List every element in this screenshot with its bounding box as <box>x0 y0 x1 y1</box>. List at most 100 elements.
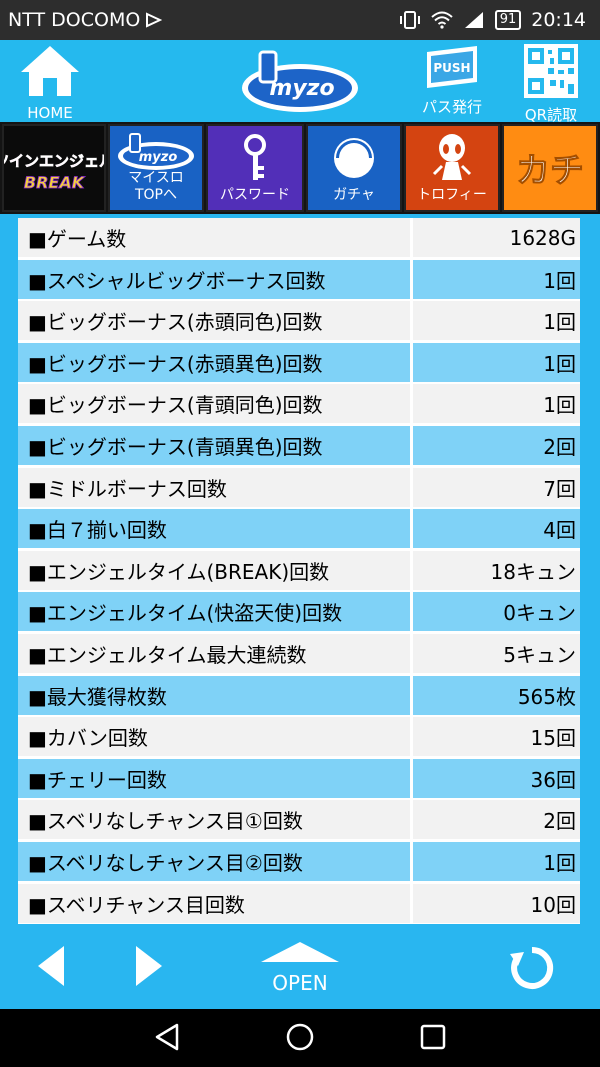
stat-value: 1回 <box>413 841 580 881</box>
qr-read-button[interactable]: QR読取 <box>514 44 588 125</box>
myslo-logo-text: myzo <box>139 150 178 165</box>
stat-label: ■チェリー回数 <box>18 758 410 798</box>
nav-home-icon[interactable] <box>286 1023 314 1051</box>
myslo-logo-icon: myzo <box>118 133 194 170</box>
trophy-label: トロフィー <box>417 187 487 203</box>
stats-table[interactable]: ■ゲーム数 1628G ■スペシャルビッグボーナス回数 1回 ■ビッグボーナス(赤頭同色… <box>18 218 580 924</box>
stat-value: 1回 <box>413 384 580 424</box>
twin-angel-logo-icon: ツインエンジェル BREAK <box>0 152 114 193</box>
trophy-button[interactable]: トロフィー <box>404 124 500 212</box>
kachi-button[interactable]: カチ <box>502 124 598 212</box>
vibrate-icon <box>399 11 420 29</box>
stat-row: ■スペシャルビッグボーナス回数 1回 <box>18 259 580 299</box>
svg-text:BREAK: BREAK <box>24 173 86 192</box>
stat-row: ■ビッグボーナス(赤頭異色)回数 1回 <box>18 342 580 382</box>
stat-label: ■ビッグボーナス(赤頭異色)回数 <box>18 342 410 382</box>
stat-row: ■エンジェルタイム(BREAK)回数 18キュン <box>18 550 580 590</box>
stat-value: 15回 <box>413 717 580 757</box>
signal-off-icon <box>146 12 163 28</box>
back-arrow-icon[interactable] <box>34 944 68 988</box>
wifi-icon <box>431 11 453 29</box>
kachi-text: カチ <box>516 151 584 191</box>
capsule-icon <box>334 138 374 178</box>
stat-value: 0キュン <box>413 592 580 632</box>
nav-recents-icon[interactable] <box>420 1024 446 1050</box>
status-bar: NTT DOCOMO 91 20:14 <box>0 0 600 40</box>
gacha-button[interactable]: ガチャ <box>306 124 402 212</box>
stat-value: 18キュン <box>413 550 580 590</box>
cell-signal-icon <box>464 12 483 28</box>
qr-label: QR読取 <box>524 106 578 124</box>
app-header: HOME myzo PUSH パス発行 QR読取 <box>0 40 600 125</box>
stat-row: ■チェリー回数 36回 <box>18 758 580 798</box>
stat-label: ■エンジェルタイム(BREAK)回数 <box>18 550 410 590</box>
stat-label: ■ゲーム数 <box>18 218 410 257</box>
stat-label: ■ミドルボーナス回数 <box>18 467 410 507</box>
stat-row: ■ビッグボーナス(青頭異色)回数 2回 <box>18 425 580 465</box>
stat-value: 1回 <box>413 301 580 341</box>
menu-bar: ツインエンジェル BREAK myzo マイスロ TOPへ パスワード ガチャ <box>0 122 600 214</box>
alien-icon <box>432 134 472 180</box>
kachi-logo-icon: カチ <box>516 151 585 192</box>
stat-row: ■スベリなしチャンス目②回数 1回 <box>18 841 580 881</box>
stat-label: ■エンジェルタイム最大連続数 <box>18 633 410 673</box>
forward-arrow-icon[interactable] <box>132 944 166 988</box>
stat-label: ■スペシャルビッグボーナス回数 <box>18 259 410 299</box>
stat-label: ■最大獲得枚数 <box>18 675 410 715</box>
key-icon <box>244 134 266 180</box>
stat-row: ■ミドルボーナス回数 7回 <box>18 467 580 507</box>
stat-label: ■白７揃い回数 <box>18 509 410 549</box>
stat-label: ■エンジェルタイム(快盗天使)回数 <box>18 592 410 632</box>
stat-value: 1回 <box>413 259 580 299</box>
stat-label: ■スベリチャンス目回数 <box>18 883 410 923</box>
gacha-label: ガチャ <box>333 187 375 203</box>
stat-row: ■ゲーム数 1628G <box>18 218 580 257</box>
myzo-logo-icon: myzo <box>242 50 358 112</box>
stat-row: ■ビッグボーナス(青頭同色)回数 1回 <box>18 384 580 424</box>
home-label: HOME <box>27 104 73 122</box>
password-label: パスワード <box>220 187 290 203</box>
stat-value: 7回 <box>413 467 580 507</box>
myslo-top-label: マイスロ TOPへ <box>128 170 184 203</box>
content-area: ■ゲーム数 1628G ■スペシャルビッグボーナス回数 1回 ■ビッグボーナス(赤頭同色… <box>0 214 600 924</box>
stat-row: ■カバン回数 15回 <box>18 717 580 757</box>
bottom-toolbar: OPEN <box>0 924 600 1009</box>
stat-row: ■白７揃い回数 4回 <box>18 509 580 549</box>
password-button[interactable]: パスワード <box>206 124 304 212</box>
qr-code-icon <box>524 44 578 98</box>
stat-label: ■カバン回数 <box>18 717 410 757</box>
stat-label: ■ビッグボーナス(青頭異色)回数 <box>18 425 410 465</box>
house-icon <box>21 46 79 96</box>
battery-level: 91 <box>494 10 522 30</box>
logo-text: myzo <box>269 76 334 101</box>
push-text: PUSH <box>433 61 470 75</box>
refresh-icon[interactable] <box>508 944 556 992</box>
open-label: OPEN <box>272 971 327 995</box>
stat-row: ■エンジェルタイム(快盗天使)回数 0キュン <box>18 592 580 632</box>
stat-value: 2回 <box>413 800 580 840</box>
stat-value: 10回 <box>413 883 580 923</box>
stat-row: ■スベリなしチャンス目①回数 2回 <box>18 800 580 840</box>
game-logo-button[interactable]: ツインエンジェル BREAK <box>0 124 114 212</box>
push-pass-icon: PUSH <box>427 46 477 88</box>
myslo-top-button[interactable]: myzo マイスロ TOPへ <box>108 124 204 212</box>
stat-label: ■ビッグボーナス(青頭同色)回数 <box>18 384 410 424</box>
stat-value: 1回 <box>413 342 580 382</box>
stat-row: ■ビッグボーナス(赤頭同色)回数 1回 <box>18 301 580 341</box>
clock: 20:14 <box>531 9 586 31</box>
stat-label: ■スベリなしチャンス目②回数 <box>18 841 410 881</box>
system-navigation-bar <box>0 1009 600 1067</box>
stat-row: ■最大獲得枚数 565枚 <box>18 675 580 715</box>
myzo-logo[interactable]: myzo <box>238 48 362 116</box>
open-button[interactable]: OPEN <box>259 938 341 1000</box>
stat-row: ■エンジェルタイム最大連続数 5キュン <box>18 633 580 673</box>
stat-value: 565枚 <box>413 675 580 715</box>
nav-back-icon[interactable] <box>154 1023 180 1051</box>
stat-row: ■スベリチャンス目回数 10回 <box>18 883 580 923</box>
pass-issue-button[interactable]: PUSH パス発行 <box>412 44 492 117</box>
stat-value: 36回 <box>413 758 580 798</box>
svg-text:ツインエンジェル: ツインエンジェル <box>4 152 104 170</box>
stat-label: ■ビッグボーナス(赤頭同色)回数 <box>18 301 410 341</box>
stat-value: 2回 <box>413 425 580 465</box>
home-button[interactable]: HOME <box>14 44 86 122</box>
